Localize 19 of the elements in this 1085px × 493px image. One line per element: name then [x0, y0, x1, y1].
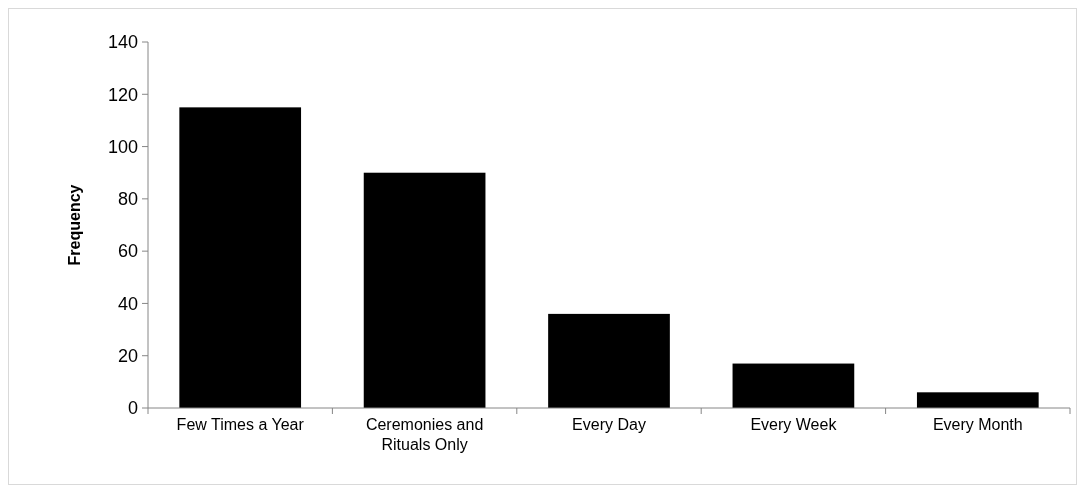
- bar: [548, 313, 670, 408]
- x-tick-label: Every Week: [750, 416, 838, 433]
- y-tick-label: 60: [117, 241, 138, 262]
- y-tick-label: 80: [117, 189, 138, 210]
- bar: [363, 172, 486, 408]
- bar: [179, 107, 302, 408]
- y-tick-label: 20: [117, 346, 138, 367]
- x-tick-label: Few Times a Year: [176, 416, 305, 433]
- bar: [732, 363, 855, 408]
- x-tick-label: Every Month: [932, 416, 1023, 433]
- x-tick-label: Every Day: [572, 416, 646, 433]
- y-tick-label: 120: [107, 84, 138, 105]
- y-axis-title: Frequency: [66, 184, 83, 266]
- x-tick-label: Ceremonies and Rituals Only: [365, 416, 484, 453]
- bar: [916, 392, 1039, 408]
- y-tick-label: 0: [127, 398, 138, 419]
- y-tick-label: 140: [107, 32, 138, 53]
- y-tick-label: 40: [117, 293, 138, 314]
- y-tick-label: 100: [107, 136, 138, 157]
